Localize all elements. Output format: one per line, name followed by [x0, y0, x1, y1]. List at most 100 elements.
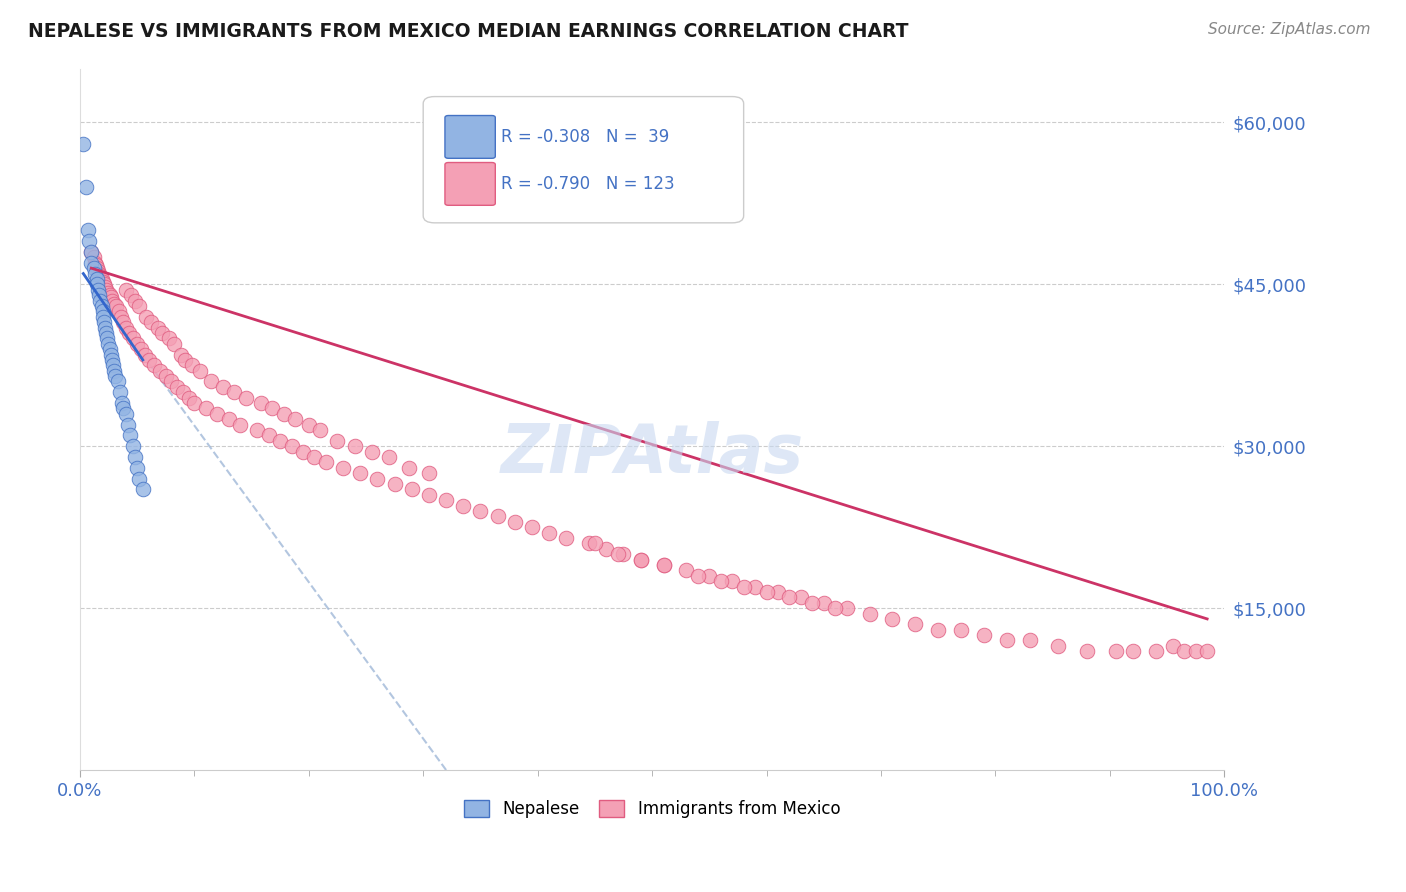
Point — [280, 439, 302, 453]
Point — [249, 396, 271, 410]
Point — [111, 396, 134, 410]
Point — [606, 547, 628, 561]
Point — [1197, 644, 1219, 658]
Point — [309, 423, 332, 437]
Point — [89, 267, 111, 281]
Point — [83, 267, 105, 281]
Point — [96, 331, 118, 345]
Point — [103, 297, 125, 311]
Point — [105, 299, 128, 313]
Point — [744, 580, 766, 594]
Point — [927, 623, 949, 637]
Point — [995, 633, 1018, 648]
Point — [384, 477, 406, 491]
Point — [973, 628, 995, 642]
Point — [112, 315, 135, 329]
Point — [89, 288, 111, 302]
Point — [172, 385, 194, 400]
Point — [882, 612, 904, 626]
Point — [224, 385, 246, 400]
Point — [298, 417, 321, 432]
Point — [96, 283, 118, 297]
Point — [103, 364, 125, 378]
Point — [127, 336, 149, 351]
Point — [120, 288, 142, 302]
Point — [470, 504, 492, 518]
Point — [578, 536, 600, 550]
Point — [174, 352, 197, 367]
Point — [124, 293, 146, 308]
Point — [205, 407, 228, 421]
Point — [326, 434, 349, 448]
Point — [766, 585, 789, 599]
Point — [135, 310, 157, 324]
Point — [98, 342, 121, 356]
Point — [77, 223, 100, 237]
Point — [93, 315, 115, 329]
Point — [366, 472, 388, 486]
Point — [114, 283, 136, 297]
Point — [1122, 644, 1144, 658]
Point — [80, 244, 103, 259]
Point — [127, 460, 149, 475]
Point — [139, 315, 162, 329]
Point — [121, 439, 143, 453]
Point — [612, 547, 634, 561]
Point — [98, 288, 121, 302]
Point — [675, 563, 697, 577]
Point — [858, 607, 880, 621]
Point — [188, 364, 211, 378]
Point — [835, 601, 858, 615]
Point — [104, 369, 127, 384]
Point — [304, 450, 326, 464]
Point — [149, 364, 172, 378]
Point — [83, 256, 105, 270]
Point — [101, 293, 124, 308]
Point — [97, 336, 120, 351]
Point — [1076, 644, 1098, 658]
Text: R = -0.790   N = 123: R = -0.790 N = 123 — [501, 175, 675, 193]
Point — [503, 515, 526, 529]
Point — [315, 455, 337, 469]
Point — [630, 552, 652, 566]
Point — [284, 412, 307, 426]
Point — [86, 277, 108, 292]
Point — [630, 552, 652, 566]
Text: Source: ZipAtlas.com: Source: ZipAtlas.com — [1208, 22, 1371, 37]
Point — [101, 352, 124, 367]
Point — [100, 347, 122, 361]
Point — [86, 272, 108, 286]
Point — [120, 428, 142, 442]
Text: NEPALESE VS IMMIGRANTS FROM MEXICO MEDIAN EARNINGS CORRELATION CHART: NEPALESE VS IMMIGRANTS FROM MEXICO MEDIA… — [28, 22, 908, 41]
Point — [200, 375, 222, 389]
Point — [97, 285, 120, 300]
Point — [121, 331, 143, 345]
Point — [107, 304, 129, 318]
Point — [110, 310, 132, 324]
FancyBboxPatch shape — [444, 162, 495, 205]
Point — [132, 483, 155, 497]
Point — [218, 412, 240, 426]
FancyBboxPatch shape — [423, 96, 744, 223]
Legend: Nepalese, Immigrants from Mexico: Nepalese, Immigrants from Mexico — [457, 793, 846, 825]
Point — [128, 472, 150, 486]
Point — [117, 417, 139, 432]
Point — [100, 290, 122, 304]
Point — [75, 180, 97, 194]
Point — [1184, 644, 1206, 658]
Point — [157, 331, 180, 345]
Point — [269, 434, 291, 448]
Point — [434, 493, 457, 508]
Point — [212, 380, 235, 394]
FancyBboxPatch shape — [444, 116, 495, 158]
Point — [721, 574, 744, 589]
Point — [652, 558, 675, 572]
Point — [96, 326, 118, 340]
Point — [90, 299, 112, 313]
Point — [486, 509, 509, 524]
Point — [169, 347, 191, 361]
Point — [1018, 633, 1040, 648]
Point — [1173, 644, 1195, 658]
Point — [418, 467, 440, 481]
Point — [332, 460, 354, 475]
